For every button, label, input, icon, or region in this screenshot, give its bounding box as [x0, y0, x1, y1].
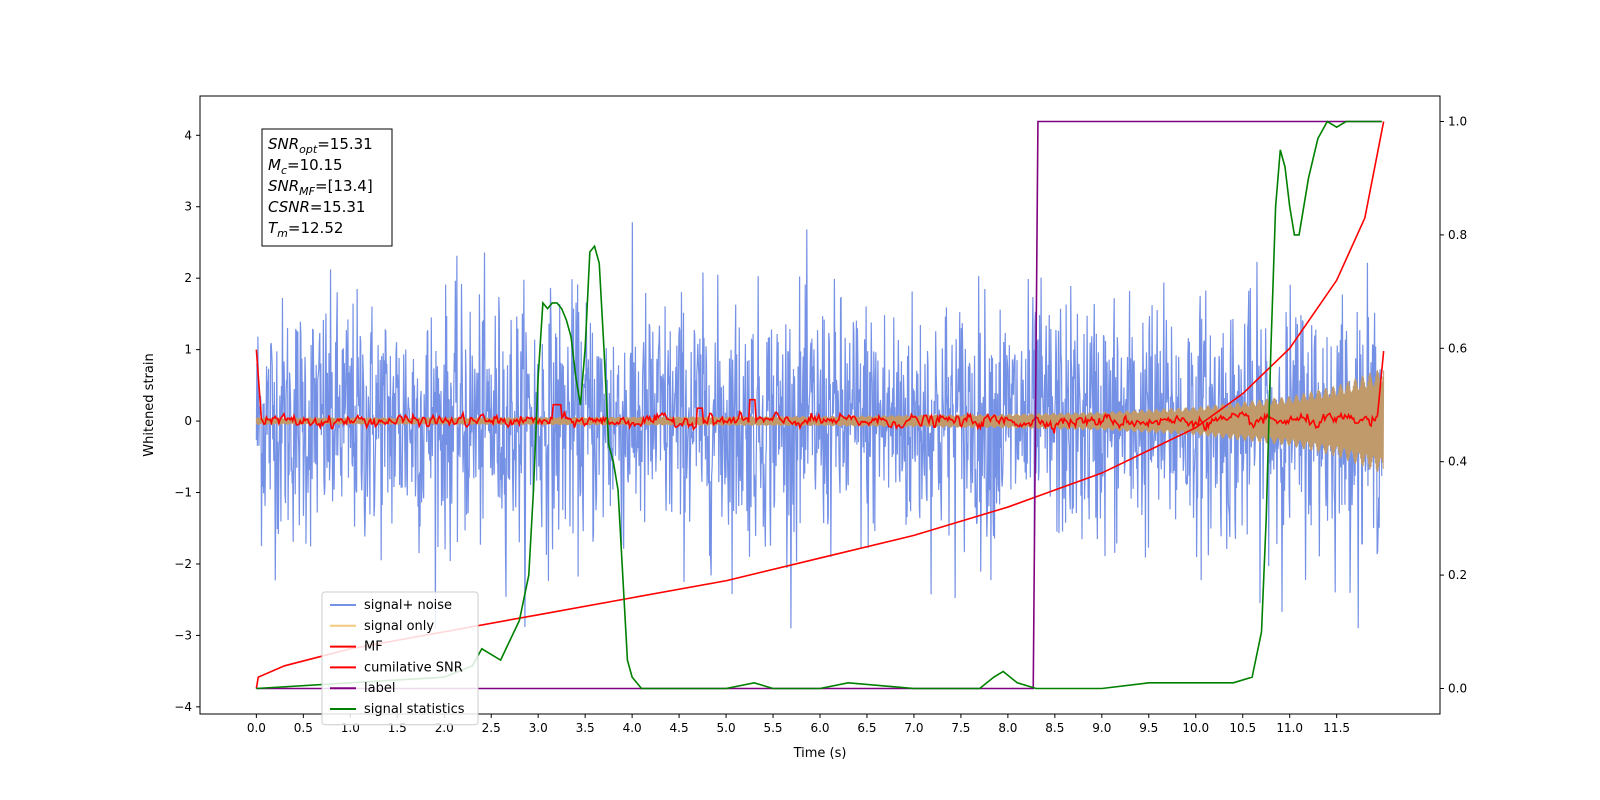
- stats-subscript: m: [277, 227, 288, 240]
- legend-frame: [321, 591, 479, 726]
- x-tick-label: 6.0: [810, 721, 829, 735]
- x-tick-label: 0.0: [247, 721, 266, 735]
- legend-label: MF: [364, 640, 383, 655]
- y-tick-label: 2: [184, 271, 192, 285]
- stats-value: =12.52: [288, 219, 344, 237]
- y2-tick-label: 1.0: [1448, 115, 1467, 129]
- legend: signal+ noise signal only MF cumilative SNR…: [321, 591, 479, 726]
- y-tick-label: −3: [174, 628, 192, 642]
- x-tick-label: 11.0: [1276, 721, 1303, 735]
- stats-symbol: CSNR: [268, 198, 310, 216]
- stats-value: =10.15: [287, 156, 343, 174]
- x-tick-label: 8.5: [1045, 721, 1064, 735]
- y2-tick-label: 0.8: [1448, 228, 1467, 242]
- stats-annotation-line: SNRopt=15.31: [268, 135, 373, 156]
- y2-tick-label: 0.6: [1448, 341, 1467, 355]
- x-tick-label: 5.0: [717, 721, 736, 735]
- x-tick-label: 9.0: [1092, 721, 1111, 735]
- x-tick-label: 6.5: [857, 721, 876, 735]
- y-tick-label: 4: [184, 128, 192, 142]
- y-tick-label: −4: [174, 700, 192, 714]
- x-tick-label: 10.5: [1229, 721, 1256, 735]
- stats-subscript: c: [281, 164, 287, 177]
- y-tick-label: 0: [184, 414, 192, 428]
- x-tick-label: 4.0: [623, 721, 642, 735]
- legend-label: signal only: [364, 619, 434, 634]
- legend-label: signal statistics: [364, 702, 465, 717]
- y-tick-label: 1: [184, 343, 192, 357]
- stats-annotation-line: SNRMF=[13.4]: [268, 177, 373, 198]
- y2-tick-label: 0.2: [1448, 568, 1467, 582]
- stats-annotation-line: Tm=12.52: [268, 219, 343, 240]
- stats-symbol: T: [268, 219, 279, 237]
- x-tick-label: 3.0: [529, 721, 548, 735]
- x-tick-label: 7.0: [904, 721, 923, 735]
- stats-symbol: SNR: [268, 135, 299, 153]
- series-mf-line: [255, 349, 1385, 434]
- legend-label: cumilative SNR: [364, 660, 463, 675]
- stats-value: =15.31: [310, 198, 366, 216]
- x-tick-label: 7.5: [951, 721, 970, 735]
- series-signal-statistics-line: [256, 120, 1382, 690]
- stats-annotation-line: CSNR=15.31: [268, 198, 365, 216]
- legend-label: signal+ noise: [364, 598, 452, 613]
- x-tick-label: 5.5: [763, 721, 782, 735]
- stats-value: =[13.4]: [315, 177, 373, 195]
- x-tick-label: 2.5: [482, 721, 501, 735]
- y2-tick-label: 0.0: [1448, 681, 1467, 695]
- x-axis-label: Time (s): [793, 746, 847, 761]
- stats-annotation-box: SNRopt=15.31Mc=10.15SNRMF=[13.4]CSNR=15.…: [261, 128, 393, 247]
- stats-symbol: SNR: [268, 177, 299, 195]
- stats-symbol: M: [268, 156, 281, 174]
- stats-subscript: opt: [299, 143, 318, 156]
- stats-value: =15.31: [317, 135, 373, 153]
- stats-annotation-frame: [261, 128, 393, 247]
- y-tick-label: −1: [174, 486, 192, 500]
- stats-subscript: MF: [299, 185, 315, 198]
- x-tick-label: 3.5: [576, 721, 595, 735]
- stats-annotation-line: Mc=10.15: [268, 156, 343, 177]
- y-tick-label: −2: [174, 557, 192, 571]
- x-tick-label: 8.0: [998, 721, 1017, 735]
- x-tick-label: 11.5: [1323, 721, 1350, 735]
- legend-label: label: [364, 681, 395, 696]
- y-axis-label: Whitened strain: [142, 353, 157, 456]
- y2-tick-label: 0.4: [1448, 455, 1467, 469]
- x-tick-label: 4.5: [670, 721, 689, 735]
- x-tick-label: 0.5: [294, 721, 313, 735]
- series-signal-noise-line: [255, 222, 1383, 629]
- y-tick-label: 3: [184, 200, 192, 214]
- x-tick-label: 10.0: [1182, 721, 1209, 735]
- x-tick-label: 9.5: [1139, 721, 1158, 735]
